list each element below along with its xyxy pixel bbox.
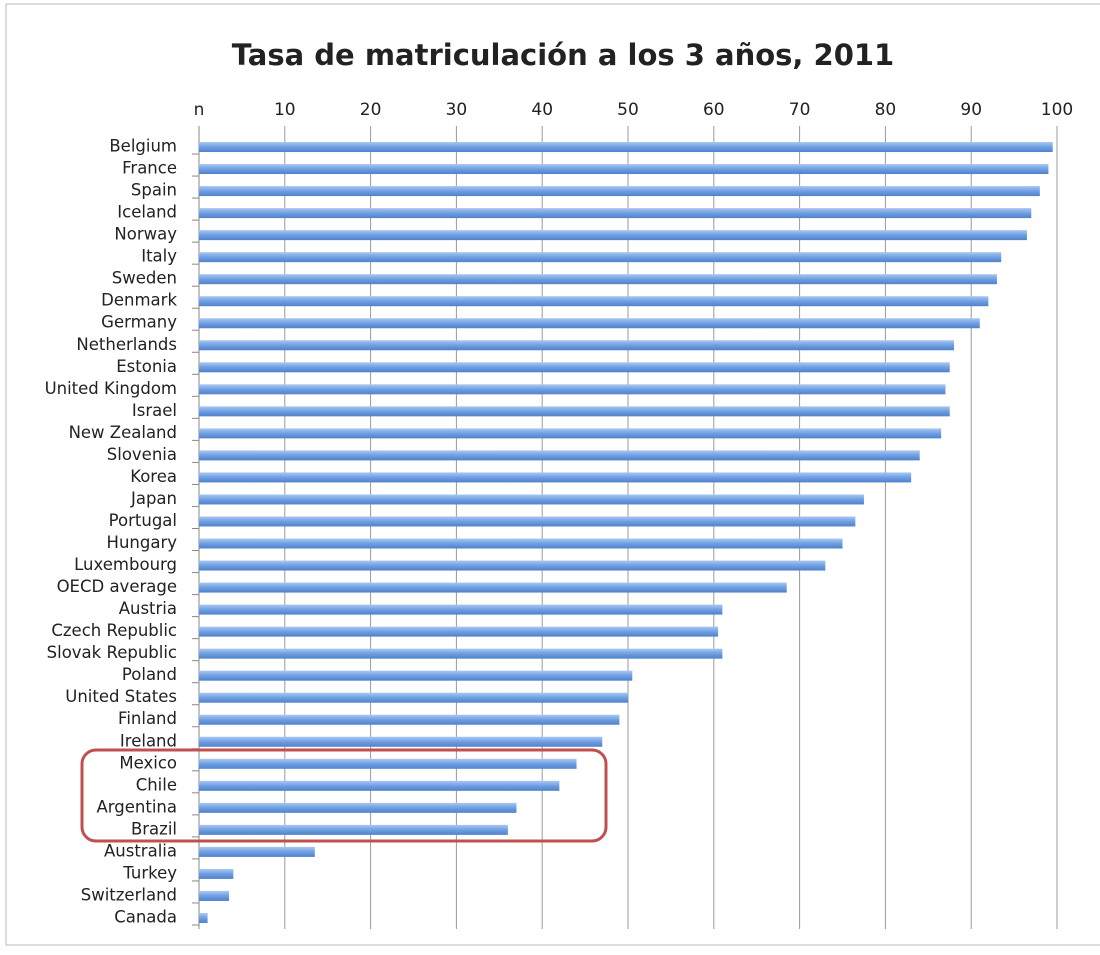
bar xyxy=(199,208,1032,219)
bar xyxy=(199,340,955,351)
bar xyxy=(199,428,942,439)
bar xyxy=(199,296,989,307)
x-tick-label: 80 xyxy=(875,100,897,120)
y-tick-label: OECD average xyxy=(57,577,177,596)
bar xyxy=(199,252,1002,263)
chart-title: Tasa de matriculación a los 3 años, 2011 xyxy=(232,38,894,72)
plot: n 10 20 30 40 50 60 70 80 90 100 Belgium France Spain… xyxy=(45,100,1073,929)
y-tick-label: Norway xyxy=(114,225,177,244)
x-tick-label: n xyxy=(194,100,205,120)
y-tick-label: Poland xyxy=(122,665,177,684)
bar xyxy=(199,868,234,879)
y-tick-label: Japan xyxy=(130,489,177,508)
highlight-box xyxy=(80,748,608,843)
y-tick-label: Finland xyxy=(118,709,177,728)
y-tick-label: Argentina xyxy=(97,797,178,816)
bar xyxy=(199,780,560,791)
x-tick-label: 70 xyxy=(789,100,811,120)
y-tick-label: France xyxy=(122,159,177,178)
y-tick-label: Canada xyxy=(114,907,177,926)
bar xyxy=(199,406,950,417)
y-tick-label: Chile xyxy=(136,775,177,794)
bar xyxy=(199,670,633,681)
y-tick-label: Belgium xyxy=(109,137,177,156)
bar xyxy=(199,648,723,659)
bar xyxy=(199,384,946,395)
bar xyxy=(199,824,508,835)
bar xyxy=(199,714,620,725)
y-tick-label: Portugal xyxy=(109,511,177,530)
y-tick-label: Netherlands xyxy=(76,335,177,354)
y-tick-label: Germany xyxy=(101,313,177,332)
y-tick-label: Israel xyxy=(132,401,177,420)
y-tick-label: Slovenia xyxy=(107,445,177,464)
y-tick-label: Ireland xyxy=(120,731,177,750)
bar xyxy=(199,230,1027,241)
bar xyxy=(199,164,1049,175)
bar xyxy=(199,450,920,461)
y-tick-label: Brazil xyxy=(131,819,177,838)
bar xyxy=(199,516,856,527)
bar xyxy=(199,604,723,615)
y-tick-label: Switzerland xyxy=(81,885,177,904)
bar xyxy=(199,142,1053,153)
x-tick-label: 50 xyxy=(617,100,639,120)
y-tick-label: Sweden xyxy=(112,269,177,288)
bar xyxy=(199,736,603,747)
y-tick-label: United States xyxy=(65,687,177,706)
bar xyxy=(199,626,719,637)
y-tick-label: Estonia xyxy=(116,357,177,376)
bar xyxy=(199,802,517,813)
bar xyxy=(199,318,980,329)
y-tick-label: Italy xyxy=(141,247,177,266)
y-tick-label: Austria xyxy=(119,599,177,618)
bar xyxy=(199,890,230,901)
y-tick-label: Denmark xyxy=(101,291,177,310)
bar xyxy=(199,538,843,549)
x-tick-label: 10 xyxy=(274,100,296,120)
y-tick-label: Luxembourg xyxy=(74,555,177,574)
bar xyxy=(199,494,864,505)
y-tick-label: Australia xyxy=(104,841,177,860)
bar xyxy=(199,582,787,593)
x-tick-label: 60 xyxy=(703,100,725,120)
bar xyxy=(199,274,997,285)
bar xyxy=(199,560,826,571)
y-tick-label: Turkey xyxy=(122,863,177,882)
bar xyxy=(199,912,208,923)
y-tick-label: Czech Republic xyxy=(51,621,177,640)
x-tick-label: 20 xyxy=(360,100,382,120)
bar xyxy=(199,692,628,703)
bar xyxy=(199,362,950,373)
y-tick-label: New Zealand xyxy=(69,423,177,442)
x-tick-label: 40 xyxy=(531,100,553,120)
bar xyxy=(199,472,912,483)
x-tick-label: 100 xyxy=(1041,100,1073,120)
y-tick-label: Spain xyxy=(131,181,177,200)
y-tick-label: Iceland xyxy=(117,203,177,222)
y-tick-label: Korea xyxy=(130,467,177,486)
y-tick-label: Mexico xyxy=(119,753,177,772)
y-tick-label: United Kingdom xyxy=(45,379,177,398)
y-tick-label: Hungary xyxy=(107,533,178,552)
bar xyxy=(199,186,1040,197)
x-tick-label: 30 xyxy=(446,100,468,120)
x-tick-label: 90 xyxy=(960,100,982,120)
frame xyxy=(5,3,1100,946)
bar xyxy=(199,758,577,769)
y-tick-label: Slovak Republic xyxy=(47,643,177,662)
bar xyxy=(199,846,315,857)
